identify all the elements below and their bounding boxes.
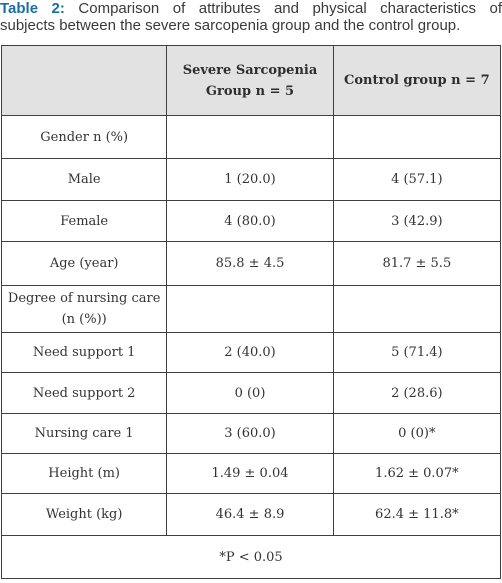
footnote-row: *P < 0.05 [1, 535, 501, 579]
cell-severe: 2 (40.0) [166, 332, 334, 373]
table-row: Nursing care 1 3 (60.0) 0 (0)* [0, 413, 502, 454]
cell-control: 4 (57.1) [332, 158, 502, 201]
table-row: Need support 1 2 (40.0) 5 (71.4) [0, 332, 502, 373]
header-severe-sarcopenia: Severe Sarcopenia Group n = 5 [166, 45, 334, 116]
cell-control [332, 115, 502, 159]
cell-severe [166, 285, 334, 333]
cell-control: 3 (42.9) [332, 200, 502, 242]
row-label: Nursing care 1 [0, 413, 168, 454]
row-label: Male [0, 158, 168, 201]
row-label: Height (m) [0, 453, 168, 494]
cell-control: 5 (71.4) [332, 332, 502, 373]
header-cell-empty [0, 45, 168, 116]
row-label: Gender n (%) [0, 115, 168, 159]
table-row: Weight (kg) 46.4 ± 8.9 62.4 ± 11.8* [0, 493, 502, 536]
cell-control: 81.7 ± 5.5 [332, 241, 502, 286]
table-row: Degree of nursing care (n (%)) [0, 285, 502, 333]
caption-label: Table 2: [0, 0, 65, 17]
cell-control [332, 285, 502, 333]
cell-severe: 0 (0) [166, 372, 334, 414]
row-label: Age (year) [0, 241, 168, 286]
cell-control: 0 (0)* [332, 413, 502, 454]
caption-line-1: Comparison of attributes and physical ch… [64, 0, 502, 17]
cell-severe: 3 (60.0) [166, 413, 334, 454]
cell-severe [166, 115, 334, 159]
table-caption: Table 2: Comparison of attributes and ph… [0, 0, 502, 34]
table-row: Height (m) 1.49 ± 0.04 1.62 ± 0.07* [0, 453, 502, 494]
row-label: Degree of nursing care (n (%)) [0, 285, 168, 333]
table-row: Male 1 (20.0) 4 (57.1) [0, 158, 502, 201]
cell-severe: 1.49 ± 0.04 [166, 453, 334, 494]
cell-control: 1.62 ± 0.07* [332, 453, 502, 494]
header-row: Severe Sarcopenia Group n = 5 Control gr… [0, 45, 502, 116]
cell-severe: 4 (80.0) [166, 200, 334, 242]
row-label: Need support 1 [0, 332, 168, 373]
table-row: Gender n (%) [0, 115, 502, 159]
table-row: Age (year) 85.8 ± 4.5 81.7 ± 5.5 [0, 241, 502, 286]
cell-severe: 85.8 ± 4.5 [166, 241, 334, 286]
row-label: Need support 2 [0, 372, 168, 414]
row-label: Weight (kg) [0, 493, 168, 536]
cell-severe: 46.4 ± 8.9 [166, 493, 334, 536]
cell-control: 62.4 ± 11.8* [332, 493, 502, 536]
table-row: Female 4 (80.0) 3 (42.9) [0, 200, 502, 242]
caption-line-2: subjects between the severe sarcopenia g… [0, 17, 461, 34]
cell-control: 2 (28.6) [332, 372, 502, 414]
row-label: Female [0, 200, 168, 242]
footnote: *P < 0.05 [1, 535, 501, 579]
table-row: Need support 2 0 (0) 2 (28.6) [0, 372, 502, 414]
cell-severe: 1 (20.0) [166, 158, 334, 201]
comparison-table: Severe Sarcopenia Group n = 5 Control gr… [0, 45, 502, 579]
header-control-group: Control group n = 7 [332, 45, 502, 116]
